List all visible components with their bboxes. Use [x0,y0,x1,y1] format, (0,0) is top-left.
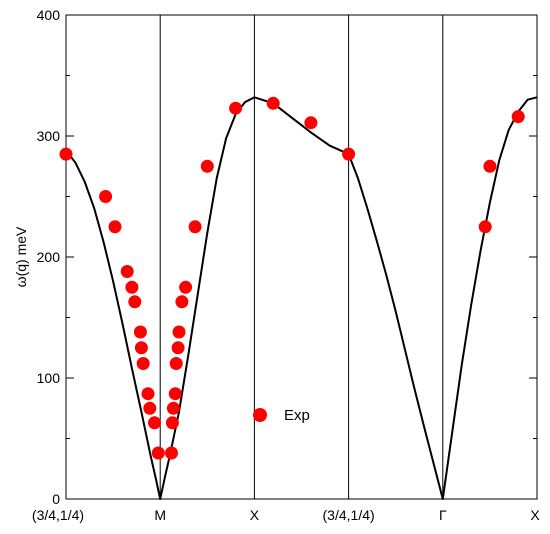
y-axis-ticks: 0 100 200 300 400 [37,7,537,507]
y-tick-label: 400 [37,7,61,23]
y-tick-label: 0 [52,491,60,507]
exp-point [168,387,182,401]
exp-point [120,265,134,278]
exp-point [141,387,155,401]
exp-point [134,341,148,355]
exp-point [511,110,525,124]
exp-point [172,325,186,339]
exp-point [125,280,139,294]
exp-point [128,295,142,309]
exp-point [304,116,318,130]
exp-point [143,401,157,415]
exp-point [99,190,113,203]
legend: Exp [253,407,310,424]
exp-point [229,101,243,115]
exp-point [179,280,193,294]
exp-point [133,325,147,339]
x-tick-label: M [154,507,166,523]
exp-point [200,159,214,173]
exp-point [165,446,178,460]
exp-point [188,220,202,234]
exp-point [175,295,189,309]
plot-frame [65,14,538,500]
exp-point [478,220,492,234]
exp-point [148,416,161,430]
exp-point [171,341,185,355]
exp-point [108,220,122,234]
x-tick-label: (3/4,1/4) [32,507,84,523]
exp-point [151,446,165,460]
x-tick-label: X [530,507,540,523]
exp-point [166,401,180,415]
exp-point [165,416,179,430]
exp-point [342,147,356,161]
legend-entry-exp: Exp [284,407,310,424]
exp-point [169,357,183,370]
y-tick-label: 100 [37,370,61,386]
y-tick-label: 200 [37,249,61,265]
x-tick-label: Γ [439,507,447,523]
y-tick-label: 300 [37,128,61,144]
legend-marker [253,408,267,422]
y-axis-label: ω(q) meV [13,226,29,287]
exp-point [136,357,150,370]
exp-points [59,96,525,460]
x-tick-label: X [250,507,260,523]
exp-point [483,159,497,173]
exp-point [266,96,280,110]
exp-point [59,147,73,161]
x-axis-ticks: (3/4,1/4) M X (3/4,1/4) Γ X [32,507,540,523]
x-tick-label: (3/4,1/4) [323,507,375,523]
